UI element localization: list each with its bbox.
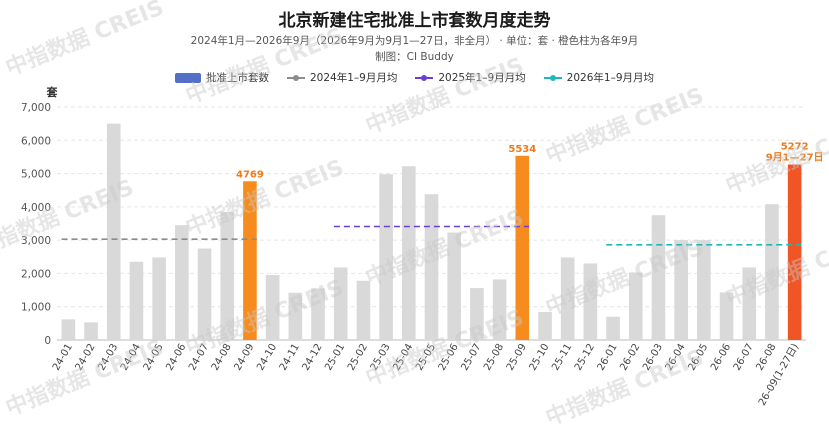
y-axis-unit-label: 套 bbox=[47, 85, 59, 99]
bar bbox=[333, 267, 348, 340]
bar bbox=[719, 292, 734, 340]
x-tick-label: 26-05 bbox=[686, 342, 710, 373]
bar bbox=[628, 272, 643, 340]
x-tick-label: 25-12 bbox=[573, 342, 597, 373]
x-tick-label: 26-01 bbox=[596, 342, 620, 373]
bar bbox=[288, 292, 303, 340]
legend-item-avg-2026[interactable]: 2026年1–9月月均 bbox=[543, 70, 655, 85]
bar bbox=[424, 194, 439, 340]
bar bbox=[175, 225, 189, 340]
bar-chart: 套 0 1,000 2,000 3,000 4,000 5,000 6,000 7,000 476… bbox=[21, 85, 824, 406]
x-tick-label: 24-05 bbox=[142, 342, 166, 373]
x-tick-label: 24-11 bbox=[278, 342, 302, 373]
y-tick-label: 3,000 bbox=[21, 235, 51, 247]
bar bbox=[742, 267, 757, 340]
bar bbox=[583, 263, 598, 340]
bar bbox=[197, 248, 212, 340]
bar-value-label: 4769 bbox=[236, 169, 264, 180]
x-tick-label: 24-03 bbox=[96, 342, 120, 373]
x-tick-label: 25-04 bbox=[391, 342, 415, 373]
bar-value-label: 5272 bbox=[781, 142, 809, 153]
bar bbox=[651, 215, 666, 340]
x-tick-label: 24-08 bbox=[210, 342, 234, 373]
x-tick-label: 25-07 bbox=[459, 342, 483, 373]
chart-title: 北京新建住宅批准上市套数月度走势 bbox=[278, 11, 551, 31]
x-tick-label: 25-01 bbox=[323, 342, 347, 373]
legend-label-bars: 批准上市套数 bbox=[205, 72, 269, 84]
legend-line-swatch-2026 bbox=[543, 73, 562, 83]
legend-line-swatch-2025 bbox=[415, 73, 434, 83]
y-tick-label: 6,000 bbox=[21, 135, 51, 147]
x-tick-label: 24-09 bbox=[232, 342, 256, 373]
bar bbox=[401, 166, 416, 340]
x-tick-label: 24-10 bbox=[255, 342, 279, 373]
y-tick-label: 1,000 bbox=[21, 302, 51, 314]
bar bbox=[129, 261, 144, 340]
bar-highlight bbox=[243, 181, 257, 340]
bar bbox=[606, 316, 620, 340]
bar bbox=[220, 211, 235, 340]
bar bbox=[470, 288, 484, 340]
chart-subtitle: 2024年1月—2026年9月（2026年9月为9月1—27日，非全月） · 单… bbox=[190, 35, 639, 47]
x-tick-label: 25-05 bbox=[414, 342, 438, 373]
bar bbox=[379, 174, 393, 340]
x-tick-label: 25-10 bbox=[528, 342, 552, 373]
x-tick-label: 26-07 bbox=[732, 342, 756, 373]
legend-item-avg-2024[interactable]: 2024年1–9月月均 bbox=[286, 70, 398, 85]
x-tick-label: 24-04 bbox=[119, 342, 143, 373]
bar bbox=[492, 279, 507, 340]
bar bbox=[765, 204, 779, 340]
bar bbox=[311, 288, 325, 340]
legend-label-avg-2026: 2026年1–9月月均 bbox=[566, 72, 655, 84]
x-tick-label: 26-02 bbox=[618, 342, 642, 373]
bar bbox=[152, 257, 166, 340]
bar bbox=[265, 275, 280, 340]
x-tick-label: 25-08 bbox=[482, 342, 506, 373]
y-tick-label: 2,000 bbox=[21, 268, 51, 280]
legend-bar-swatch bbox=[174, 72, 201, 83]
y-tick-label: 5,000 bbox=[21, 169, 51, 181]
x-tick-label: 25-02 bbox=[346, 342, 370, 373]
x-tick-label: 25-09 bbox=[505, 342, 529, 373]
legend: 批准上市套数 2024年1–9月月均 2025年1–9月月均 2026年1–9月… bbox=[0, 70, 829, 85]
bar bbox=[674, 240, 688, 340]
bar bbox=[356, 280, 371, 340]
legend-label-avg-2025: 2025年1–9月月均 bbox=[438, 72, 526, 84]
x-tick-label: 24-01 bbox=[51, 342, 75, 373]
x-tick-label: 24-02 bbox=[74, 342, 98, 373]
bar-highlight bbox=[515, 155, 530, 340]
bar bbox=[697, 240, 711, 340]
bar bbox=[61, 319, 76, 340]
x-tick-label: 25-03 bbox=[369, 342, 393, 373]
chart-credit: 制图：CI Buddy bbox=[375, 51, 454, 63]
y-tick-label: 4,000 bbox=[21, 202, 51, 214]
x-tick-label: 24-06 bbox=[164, 342, 188, 373]
x-tick-label: 26-03 bbox=[641, 342, 665, 373]
x-tick-label: 24-07 bbox=[187, 342, 211, 373]
y-tick-label: 7,000 bbox=[21, 102, 51, 114]
x-tick-label: 25-11 bbox=[550, 342, 574, 373]
bar bbox=[538, 312, 552, 340]
legend-label-avg-2024: 2024年1–9月月均 bbox=[309, 72, 398, 84]
x-tick-label: 25-06 bbox=[437, 342, 461, 373]
bar bbox=[447, 232, 462, 340]
bar-note-label: 9月1—27日 bbox=[766, 152, 824, 164]
bar bbox=[106, 123, 121, 341]
x-tick-label: 26-06 bbox=[709, 342, 733, 373]
legend-line-swatch-2024 bbox=[286, 73, 305, 83]
x-tick-label: 24-12 bbox=[301, 342, 325, 373]
y-tick-label: 0 bbox=[44, 335, 51, 347]
x-tick-label: 26-08 bbox=[754, 342, 778, 373]
bar bbox=[84, 322, 98, 340]
bar bbox=[560, 257, 575, 340]
bar-highlight bbox=[787, 164, 802, 340]
legend-item-avg-2025[interactable]: 2025年1–9月月均 bbox=[415, 70, 526, 85]
legend-item-bars[interactable]: 批准上市套数 bbox=[174, 70, 269, 85]
x-tick-label: 26-04 bbox=[664, 342, 688, 373]
bar-value-label: 5534 bbox=[508, 144, 536, 155]
